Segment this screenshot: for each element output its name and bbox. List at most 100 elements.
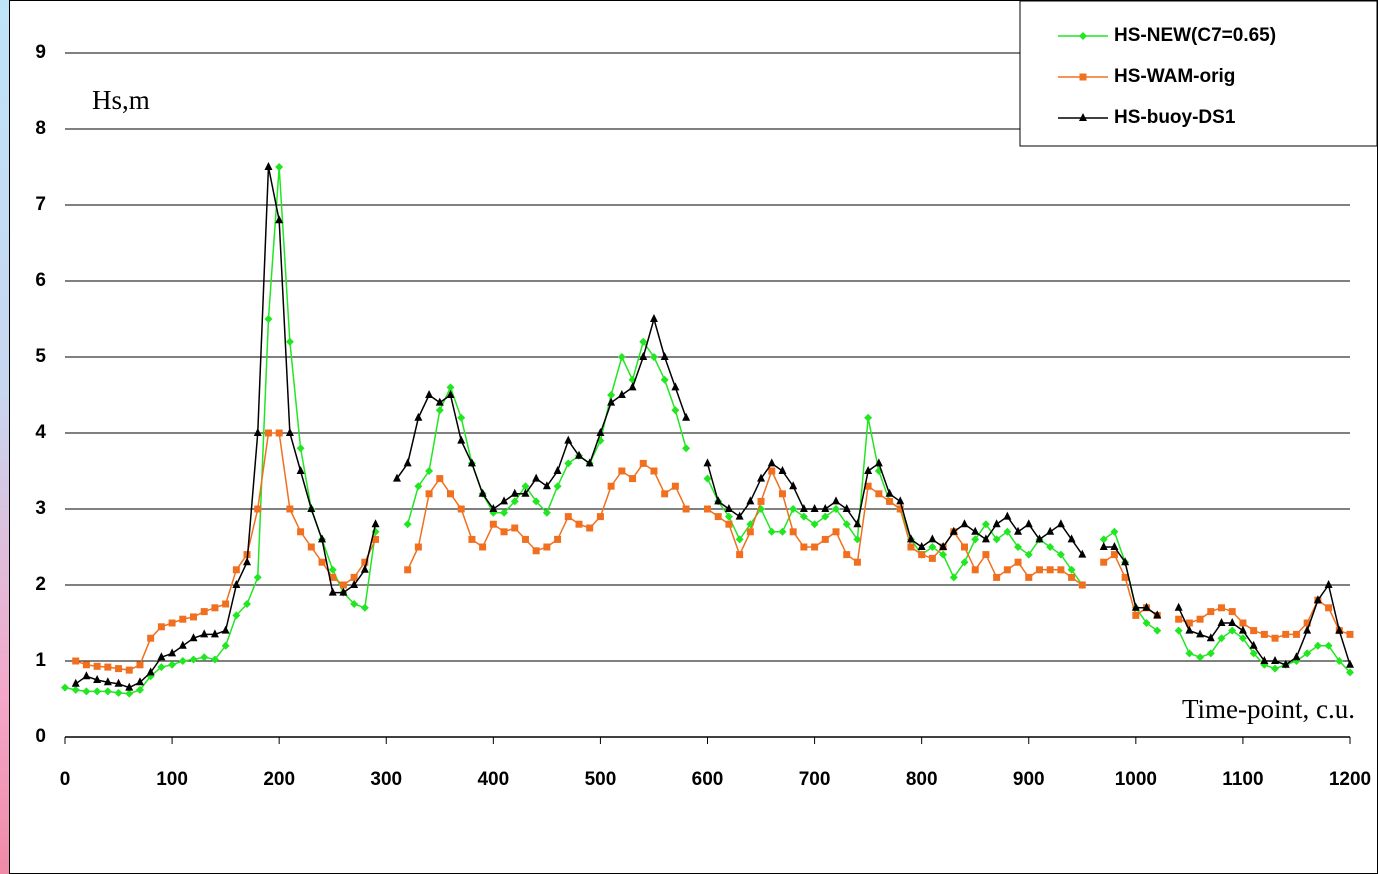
marker — [521, 488, 530, 497]
marker — [1249, 640, 1258, 649]
marker — [832, 496, 840, 505]
x-tick-label: 200 — [263, 769, 295, 790]
marker — [243, 557, 252, 566]
marker — [1185, 649, 1194, 658]
y-tick-label: 8 — [35, 118, 46, 139]
marker — [392, 473, 401, 482]
marker — [104, 663, 112, 671]
marker — [661, 490, 669, 498]
x-tick-label: 0 — [60, 769, 71, 790]
marker — [286, 505, 294, 513]
marker — [918, 551, 926, 559]
marker — [1142, 619, 1151, 627]
marker — [843, 551, 851, 559]
marker — [542, 481, 551, 490]
marker — [179, 615, 187, 623]
x-tick-label: 1000 — [1115, 769, 1157, 790]
marker — [629, 475, 637, 483]
marker — [157, 652, 166, 661]
marker — [789, 481, 798, 490]
marker — [714, 513, 722, 521]
marker — [703, 458, 712, 467]
marker — [371, 519, 380, 528]
marker — [125, 682, 134, 691]
x-tick-label: 1100 — [1222, 769, 1263, 790]
marker — [307, 504, 316, 512]
marker — [842, 504, 851, 512]
marker — [103, 687, 112, 696]
marker — [735, 511, 744, 520]
marker — [297, 528, 305, 536]
marker — [1292, 630, 1300, 638]
marker — [114, 688, 123, 697]
marker — [671, 406, 680, 415]
marker — [232, 611, 241, 620]
marker — [253, 573, 262, 582]
marker — [232, 580, 241, 588]
marker — [71, 685, 80, 694]
marker — [832, 505, 840, 513]
marker — [82, 671, 91, 680]
marker — [1271, 634, 1279, 642]
marker — [1238, 625, 1247, 634]
y-tick-label: 1 — [35, 650, 46, 671]
marker — [1335, 657, 1344, 665]
marker — [1260, 630, 1268, 638]
marker — [1067, 534, 1076, 543]
marker — [200, 608, 208, 616]
marker — [1035, 566, 1043, 574]
x-tick-label: 100 — [156, 769, 188, 790]
marker — [264, 162, 273, 170]
marker — [457, 435, 466, 444]
marker — [467, 458, 476, 467]
x-tick-label: 500 — [585, 769, 617, 790]
y-annotation: Hs,m — [92, 85, 150, 115]
marker — [960, 558, 969, 567]
marker — [596, 428, 605, 436]
marker — [564, 513, 572, 521]
marker — [1303, 625, 1312, 634]
marker — [254, 505, 262, 513]
marker — [821, 504, 830, 512]
marker — [757, 473, 766, 482]
marker — [543, 543, 551, 551]
marker — [564, 459, 573, 468]
marker — [414, 543, 422, 551]
marker — [296, 444, 305, 453]
marker — [1056, 519, 1065, 528]
marker — [350, 573, 358, 581]
marker — [1335, 625, 1344, 634]
marker — [714, 496, 723, 505]
marker — [328, 587, 337, 596]
marker — [682, 505, 690, 513]
marker — [928, 534, 937, 543]
marker — [1260, 656, 1269, 664]
marker — [746, 496, 755, 505]
marker — [200, 653, 209, 662]
marker — [607, 391, 616, 399]
marker — [157, 623, 165, 631]
marker — [1217, 618, 1226, 626]
marker — [115, 665, 123, 673]
marker — [232, 566, 240, 574]
marker — [971, 566, 979, 574]
marker — [1217, 634, 1226, 643]
marker — [896, 496, 905, 505]
marker — [810, 504, 819, 512]
marker — [1100, 558, 1108, 566]
marker — [1206, 633, 1215, 642]
marker — [1292, 652, 1301, 661]
marker — [607, 397, 616, 406]
marker — [1024, 550, 1033, 559]
marker — [1046, 566, 1054, 574]
marker — [853, 519, 862, 528]
marker — [103, 677, 112, 686]
marker — [650, 467, 658, 475]
marker — [1046, 526, 1055, 535]
marker — [1099, 542, 1108, 550]
marker — [168, 648, 177, 657]
marker — [1121, 557, 1130, 566]
marker — [971, 535, 980, 544]
marker — [1046, 543, 1055, 551]
